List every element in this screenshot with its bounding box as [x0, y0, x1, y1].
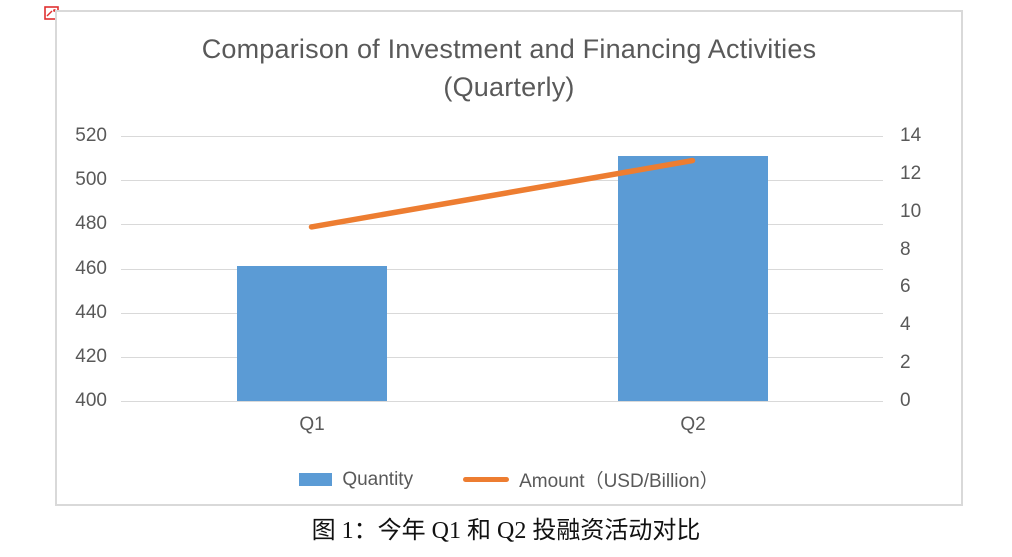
- right-axis-tick: 8: [900, 239, 911, 260]
- bar-q1: [237, 266, 387, 401]
- left-axis-tick: 420: [75, 346, 107, 367]
- left-axis-tick: 400: [75, 390, 107, 411]
- right-axis-tick: 4: [900, 314, 911, 335]
- gridline: [121, 224, 883, 225]
- legend-amount-label: Amount（USD/Billion）: [519, 471, 719, 492]
- left-axis-tick: 440: [75, 302, 107, 323]
- gridline: [121, 136, 883, 137]
- right-axis-tick: 0: [900, 390, 911, 411]
- chart-panel: Comparison of Investment and Financing A…: [55, 10, 963, 506]
- plot-area: [121, 136, 883, 402]
- chart-title-line2: (Quarterly): [443, 72, 575, 102]
- right-axis-tick: 10: [900, 201, 922, 222]
- left-axis-tick: 500: [75, 169, 107, 190]
- chart-title: Comparison of Investment and Financing A…: [57, 30, 961, 106]
- right-axis-tick: 2: [900, 352, 911, 373]
- amount-line: [308, 157, 696, 230]
- figure-caption: 图 1：今年 Q1 和 Q2 投融资活动对比: [311, 518, 701, 544]
- right-axis-tick: 6: [900, 276, 911, 297]
- bar-q2: [618, 156, 768, 401]
- right-axis-tick: 12: [900, 163, 922, 184]
- gridline: [121, 313, 883, 314]
- x-axis-label-q2: Q2: [680, 414, 706, 435]
- legend-bar-swatch-icon: [299, 473, 333, 486]
- gridline: [121, 401, 883, 402]
- amount-line-series: [308, 157, 696, 230]
- gridline: [121, 357, 883, 358]
- left-axis-tick: 520: [75, 125, 107, 146]
- x-axis-label-q1: Q1: [299, 414, 325, 435]
- right-axis-tick: 14: [900, 125, 922, 146]
- gridline: [121, 269, 883, 270]
- legend: Quantity Amount（USD/Billion）: [57, 466, 961, 493]
- chart-title-line1: Comparison of Investment and Financing A…: [201, 34, 817, 64]
- left-axis-tick: 460: [75, 258, 107, 279]
- legend-quantity-label: Quantity: [342, 468, 414, 490]
- gridline: [121, 180, 883, 181]
- left-axis-tick: 480: [75, 213, 107, 234]
- legend-line-swatch-icon: [463, 477, 510, 482]
